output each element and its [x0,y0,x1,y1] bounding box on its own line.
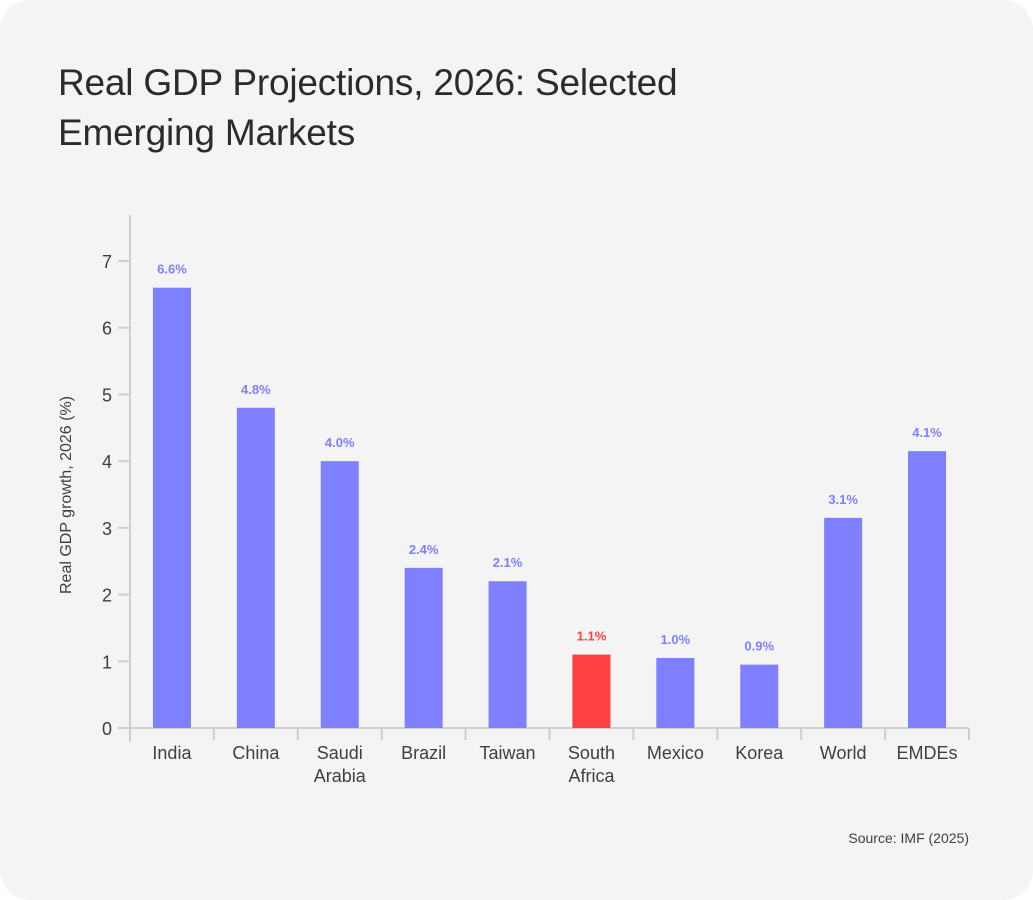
value-label: 4.1% [912,425,942,440]
bar [824,517,863,728]
y-tick-label: 3 [102,519,112,539]
y-axis-title: Real GDP growth, 2026 (%) [58,396,75,594]
value-label: 4.0% [325,435,355,450]
bar [488,581,527,728]
category-label: India [152,743,192,763]
category-label: Taiwan [480,743,536,763]
category-label: World [820,743,867,763]
bar [572,654,611,728]
source-note: Source: IMF (2025) [848,830,969,846]
value-label: 3.1% [828,492,858,507]
y-tick-label: 2 [102,586,112,606]
y-tick-label: 7 [102,252,112,272]
y-tick-label: 1 [102,652,112,672]
category-label: China [232,743,280,763]
category-label: South Africa [568,743,616,786]
value-label: 1.1% [577,629,607,644]
bar [656,657,695,728]
y-tick-label: 4 [102,452,112,472]
value-label: 1.0% [661,632,691,647]
value-label: 0.9% [744,639,774,654]
bar [908,451,947,728]
bar [152,287,191,728]
value-label: 6.6% [157,262,187,277]
category-label: Brazil [401,743,446,763]
bar [740,664,779,728]
chart-title: Real GDP Projections, 2026: Selected Eme… [58,62,678,153]
value-label: 2.4% [409,542,439,557]
category-label: EMDEs [897,743,958,763]
value-label: 2.1% [493,555,523,570]
y-tick-label: 5 [102,385,112,405]
value-label: 4.8% [241,382,271,397]
y-tick-label: 6 [102,319,112,339]
category-label: Saudi Arabia [314,743,367,786]
category-label: Korea [735,743,784,763]
category-label: Mexico [647,743,704,763]
bar [404,567,443,728]
y-tick-label: 0 [102,719,112,739]
bar [320,461,359,728]
bar [236,407,275,728]
